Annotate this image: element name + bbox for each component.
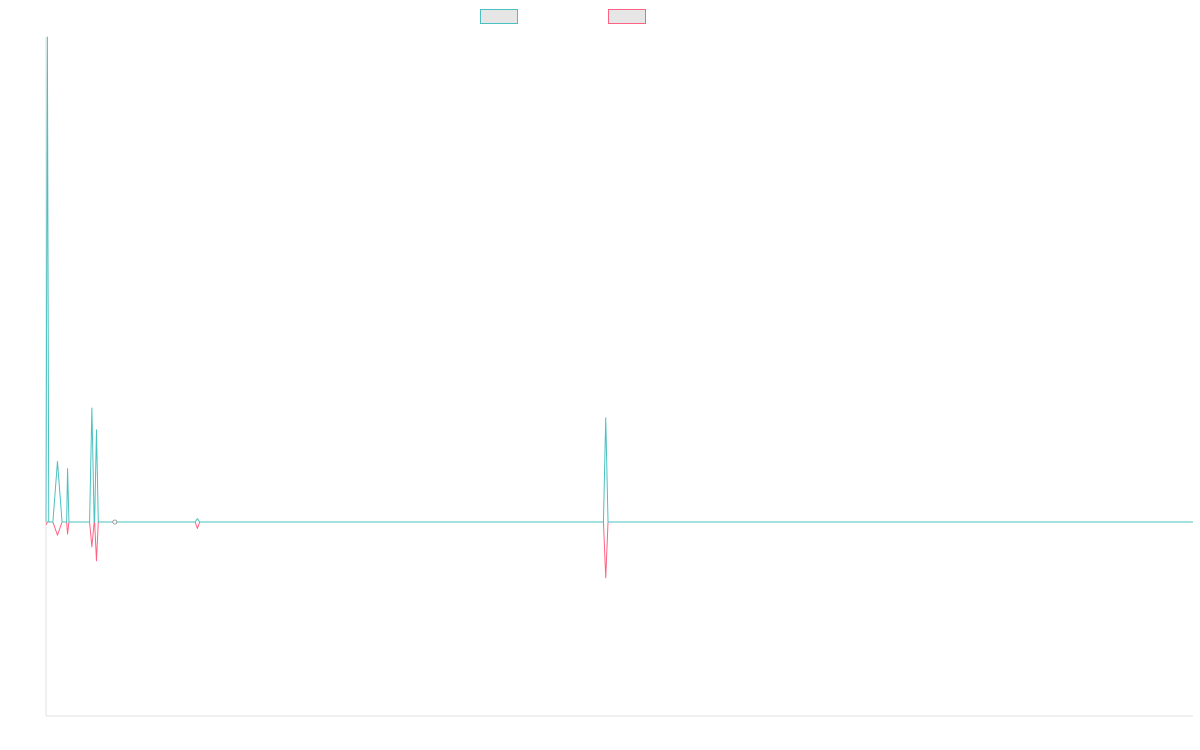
legend-item-series-1[interactable] — [480, 9, 524, 24]
legend-item-series-2[interactable] — [608, 9, 652, 24]
series-line-2 — [45, 520, 1193, 579]
legend-swatch-series-1 — [480, 9, 518, 24]
data-point-marker — [112, 519, 118, 525]
legend-swatch-series-2 — [608, 9, 646, 24]
series-line-1 — [45, 36, 1193, 524]
legend — [480, 9, 652, 24]
